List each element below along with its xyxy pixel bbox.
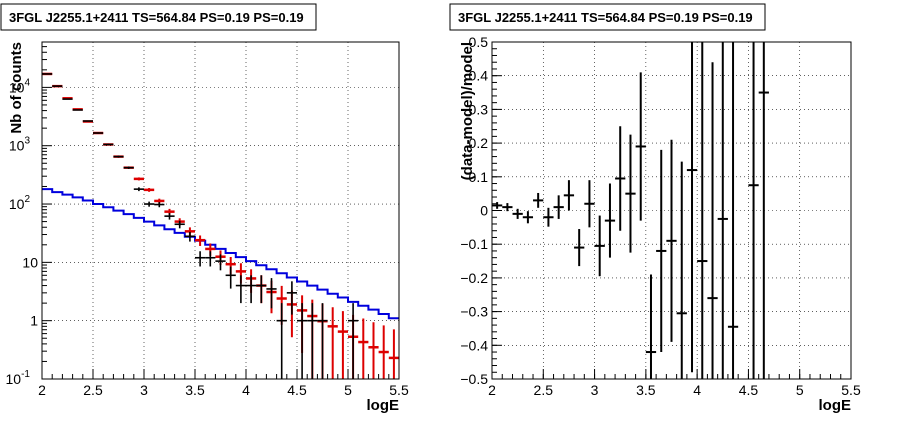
x-tick-label: 2.5 <box>83 382 103 398</box>
x-tick-label: 3 <box>591 382 599 398</box>
y-tick-label: 103 <box>9 136 31 154</box>
y-tick-label: 104 <box>9 77 31 95</box>
y-tick-label: 0.4 <box>469 68 489 84</box>
y-tick-exponent: 4 <box>24 77 30 88</box>
x-tick-label: 2 <box>38 382 46 398</box>
counts-panel: 3FGL J2255.1+2411 TS=564.84 PS=0.19 PS=0… <box>0 3 409 414</box>
total-model-series <box>42 72 399 379</box>
y-axis-title: (data-model)/model <box>459 42 476 180</box>
y-tick-label: −0.4 <box>460 337 488 353</box>
y-tick-label: −0.2 <box>460 270 488 286</box>
y-axis-title: Nb of counts <box>8 42 25 134</box>
y-tick-exponent: 3 <box>24 136 30 147</box>
residuals-panel: 3FGL J2255.1+2411 TS=564.84 PS=0.19 PS=0… <box>449 3 861 414</box>
x-tick-label: 4 <box>693 382 701 398</box>
x-ticks: 2 2.5 3 3.5 4 4.5 5 5.5 <box>488 369 861 398</box>
x-axis-title: logE <box>367 397 400 414</box>
background-model-step <box>42 188 399 320</box>
x-tick-label: 4 <box>242 382 250 398</box>
x-tick-label: 5 <box>344 382 352 398</box>
y-tick-base: 10 <box>9 79 25 95</box>
x-axis-title: logE <box>819 397 852 414</box>
grid <box>492 42 851 379</box>
y-tick-exponent: 2 <box>24 194 30 205</box>
x-tick-label: 5.5 <box>389 382 409 398</box>
y-tick-label: 0.1 <box>469 169 489 185</box>
y-tick-label: 0.3 <box>469 101 489 117</box>
y-tick-base: 10 <box>22 254 38 270</box>
y-tick-label: 10-1 <box>6 369 31 387</box>
y-tick-label: −0.5 <box>460 371 488 387</box>
x-tick-label: 4.5 <box>739 382 759 398</box>
x-tick-label: 3 <box>140 382 148 398</box>
y-tick-base: 10 <box>9 196 25 212</box>
y-tick-base: 1 <box>30 313 38 329</box>
y-tick-base: 10 <box>9 138 25 154</box>
y-tick-exponent: -1 <box>21 369 30 380</box>
x-tick-label: 3.5 <box>636 382 656 398</box>
background-model-line <box>42 188 399 320</box>
y-tick-label: 10 <box>22 254 38 270</box>
x-tick-label: 5 <box>796 382 804 398</box>
y-tick-label: 102 <box>9 194 31 212</box>
x-ticks: 2 2.5 3 3.5 4 4.5 5 5.5 <box>38 369 409 398</box>
y-tick-label: −0.3 <box>460 304 488 320</box>
y-tick-label: 0.2 <box>469 135 489 151</box>
panel-title: 3FGL J2255.1+2411 TS=564.84 PS=0.19 PS=0… <box>9 10 304 25</box>
y-ticks: 0.5 0.4 0.3 0.2 0.1 0 −0.1 −0.2 −0.3 −0.4 −0.5 <box>460 34 502 387</box>
panel-title: 3FGL J2255.1+2411 TS=564.84 PS=0.19 PS=0… <box>458 10 753 25</box>
title-box <box>0 3 317 31</box>
title-box <box>449 3 766 31</box>
data-series <box>42 73 359 379</box>
y-tick-label: 0 <box>480 203 488 219</box>
y-tick-label: 0.5 <box>469 34 489 50</box>
y-tick-label: −0.1 <box>460 236 488 252</box>
y-tick-base: 10 <box>6 371 22 387</box>
x-tick-label: 2.5 <box>534 382 554 398</box>
y-tick-label: 1 <box>30 313 38 329</box>
x-tick-label: 3.5 <box>185 382 205 398</box>
x-tick-label: 5.5 <box>841 382 861 398</box>
x-tick-label: 2 <box>488 382 496 398</box>
residual-series <box>492 42 769 379</box>
grid <box>42 42 399 379</box>
plot-frame <box>41 41 400 380</box>
x-tick-label: 4.5 <box>287 382 307 398</box>
